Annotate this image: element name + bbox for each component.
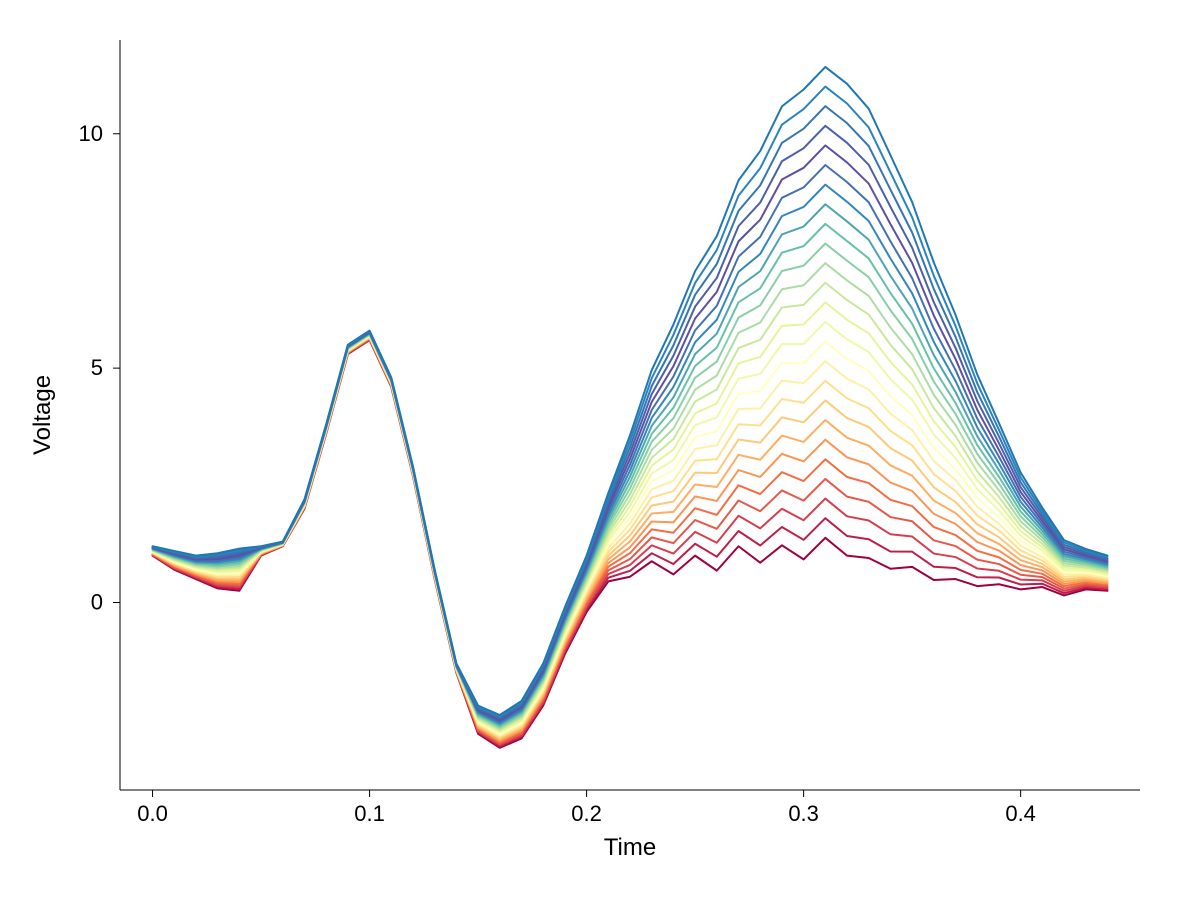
x-tick-label: 0.3 (788, 801, 819, 826)
voltage-time-chart: 0.0 0.1 0.2 0.3 0.4 0 5 10 Time Voltage (0, 0, 1200, 900)
y-tick-label: 10 (79, 121, 103, 146)
x-tick-label: 0.0 (137, 801, 168, 826)
chart-svg: 0.0 0.1 0.2 0.3 0.4 0 5 10 Time Voltage (0, 0, 1200, 900)
x-axis-label: Time (604, 834, 656, 861)
y-tick-label: 5 (91, 355, 103, 380)
x-tick-label: 0.1 (354, 801, 385, 826)
y-tick-label: 0 (91, 590, 103, 615)
x-tick-label: 0.2 (571, 801, 602, 826)
x-tick-label: 0.4 (1005, 801, 1036, 826)
y-axis-label: Voltage (29, 375, 56, 455)
